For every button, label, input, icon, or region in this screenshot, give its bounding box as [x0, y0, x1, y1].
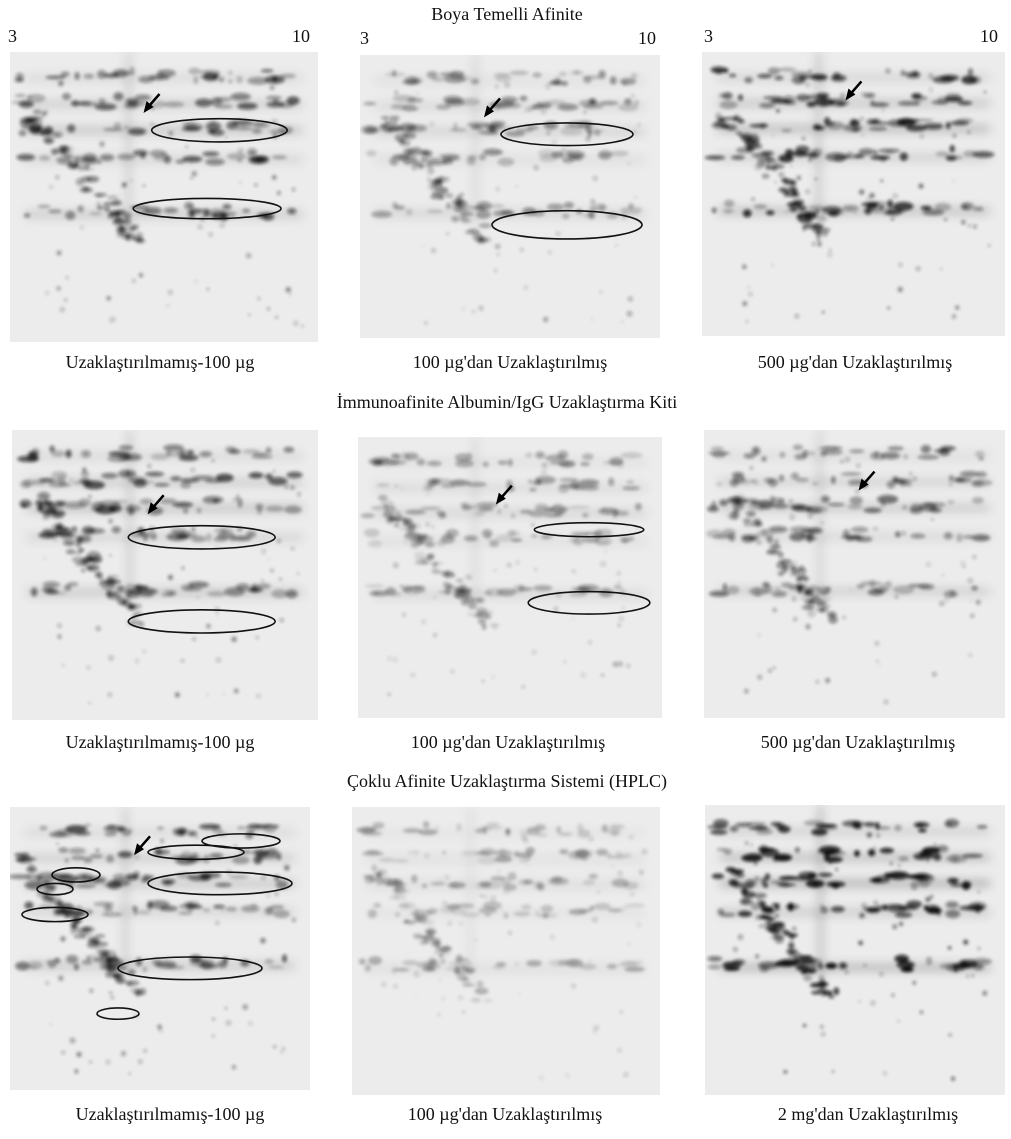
ph-end: 10	[638, 28, 656, 49]
gel-drawing	[358, 437, 662, 718]
gel-image	[705, 805, 1005, 1095]
gel-background	[705, 805, 1005, 1095]
section-title: Çoklu Afinite Uzaklaştırma Sistemi (HPLC…	[347, 771, 667, 792]
section-title: İmmunoafinite Albumin/IgG Uzaklaştırma K…	[337, 392, 677, 413]
gel-drawing	[702, 52, 1005, 336]
gel-background	[358, 437, 662, 718]
ph-start: 3	[8, 26, 17, 47]
panel-caption: Uzaklaştırılmamış-100 µg	[66, 352, 255, 373]
gel-image	[360, 55, 660, 338]
gel-image	[10, 807, 310, 1090]
panel-caption: 100 µg'dan Uzaklaştırılmış	[408, 1104, 603, 1125]
panel-caption: 500 µg'dan Uzaklaştırılmış	[761, 732, 956, 753]
gel-drawing	[10, 52, 318, 342]
gel-drawing	[12, 430, 318, 720]
ph-end: 10	[292, 26, 310, 47]
gel-drawing	[705, 805, 1005, 1095]
gel-drawing	[360, 55, 660, 338]
gel-image	[702, 52, 1005, 336]
panel-caption: 100 µg'dan Uzaklaştırılmış	[411, 732, 606, 753]
gel-drawing	[352, 807, 660, 1095]
gel-image	[352, 807, 660, 1095]
panel-caption: 100 µg'dan Uzaklaştırılmış	[413, 352, 608, 373]
gel-image	[358, 437, 662, 718]
gel-drawing	[10, 807, 310, 1090]
ph-start: 3	[360, 28, 369, 49]
gel-background	[10, 52, 318, 342]
ph-start: 3	[704, 26, 713, 47]
panel-caption: Uzaklaştırılmamış-100 µg	[66, 732, 255, 753]
section-title: Boya Temelli Afinite	[431, 4, 582, 25]
gel-image	[10, 52, 318, 342]
ph-end: 10	[980, 26, 998, 47]
panel-caption: 2 mg'dan Uzaklaştırılmış	[778, 1104, 958, 1125]
gel-drawing	[704, 430, 1005, 718]
gel-image	[12, 430, 318, 720]
panel-caption: 500 µg'dan Uzaklaştırılmış	[758, 352, 953, 373]
panel-caption: Uzaklaştırılmamış-100 µg	[76, 1104, 265, 1125]
figure: Boya Temelli Afinite İmmunoafinite Album…	[0, 0, 1011, 1139]
gel-image	[704, 430, 1005, 718]
